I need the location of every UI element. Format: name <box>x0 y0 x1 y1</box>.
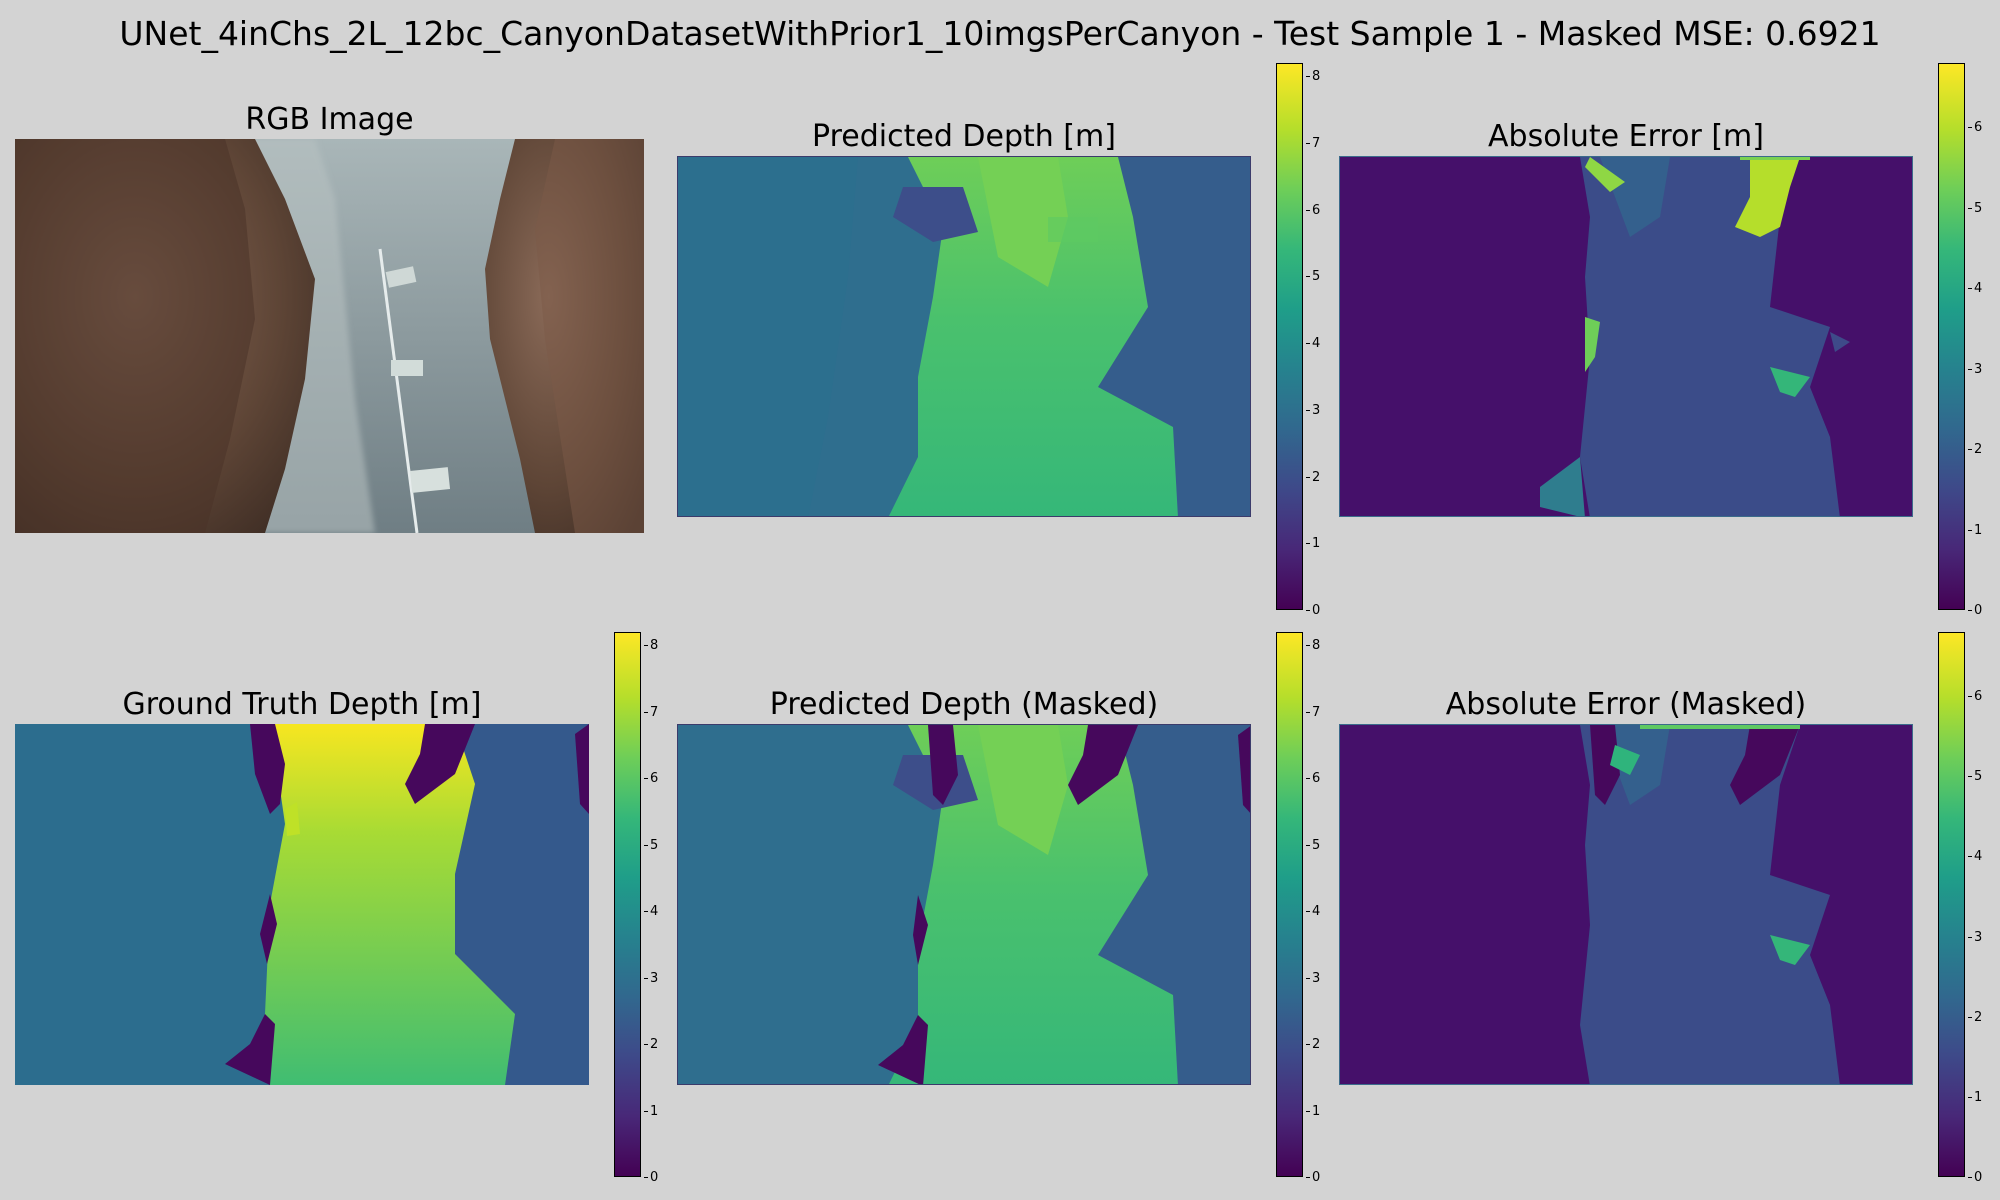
colorbar-tick-label: 2 <box>1967 442 1983 458</box>
colorbar-tick-label: 8 <box>643 638 659 654</box>
colorbar-tick-label: 7 <box>1305 136 1321 152</box>
abs-error-masked-map <box>1339 724 1913 1085</box>
colorbar-tick-label: 2 <box>643 1037 659 1053</box>
colorbar-tick-label: 6 <box>1305 202 1321 218</box>
colorbar-tick-label: 0 <box>1967 1170 1983 1185</box>
colorbar-tick-label: 0 <box>1305 603 1321 618</box>
measuring-tape <box>378 248 419 533</box>
gt-depth-map <box>15 724 589 1085</box>
pred-depth-map <box>677 156 1251 517</box>
colorbar-tick-label: 5 <box>643 837 659 853</box>
abs-error-map <box>1339 156 1913 517</box>
rgb-image <box>15 139 644 533</box>
colorbar-tick-label: 4 <box>643 904 659 920</box>
colorbar-tick-label: 7 <box>1305 704 1321 720</box>
colorbar-tick-label: 5 <box>1967 200 1983 216</box>
abs-error-masked-title: Absolute Error (Masked) <box>1445 687 1807 722</box>
colorbar-tick-label: 5 <box>1305 269 1321 285</box>
colorbar-tick-label: 1 <box>1305 536 1321 552</box>
pred-depth-masked-title: Predicted Depth (Masked) <box>769 687 1159 722</box>
colorbar-tick-label: 5 <box>1967 769 1983 785</box>
colorbar-tick-label: 4 <box>1967 849 1983 865</box>
abs-error-title: Absolute Error [m] <box>1488 119 1764 154</box>
abs-error-colorbar <box>1938 63 1965 610</box>
colorbar-tick-label: 1 <box>643 1103 659 1119</box>
gt-depth-title: Ground Truth Depth [m] <box>122 687 482 722</box>
gt-depth-colorbar <box>614 632 641 1177</box>
colorbar-tick-label: 0 <box>643 1170 659 1185</box>
colorbar-tick-label: 3 <box>1305 402 1321 418</box>
colorbar-tick-label: 1 <box>1967 1089 1983 1105</box>
colorbar-tick-label: 4 <box>1967 281 1983 297</box>
colorbar-tick-label: 5 <box>1305 837 1321 853</box>
pred-depth-colorbar <box>1276 63 1303 610</box>
colorbar-tick-label: 2 <box>1305 469 1321 485</box>
colorbar-tick-label: 1 <box>1305 1103 1321 1119</box>
colorbar-tick-label: 3 <box>1305 970 1321 986</box>
colorbar-tick-label: 3 <box>643 970 659 986</box>
pred-depth-title: Predicted Depth [m] <box>812 119 1116 154</box>
colorbar-tick-label: 6 <box>1305 771 1321 787</box>
colorbar-tick-label: 8 <box>1305 69 1321 85</box>
pred-depth-masked-colorbar <box>1276 632 1303 1177</box>
colorbar-tick-label: 7 <box>643 704 659 720</box>
colorbar-tick-label: 0 <box>1305 1170 1321 1185</box>
colorbar-tick-label: 4 <box>1305 336 1321 352</box>
colorbar-tick-label: 2 <box>1967 1009 1983 1025</box>
colorbar-tick-label: 6 <box>643 771 659 787</box>
figure-title: UNet_4inChs_2L_12bc_CanyonDatasetWithPri… <box>119 14 1881 53</box>
colorbar-tick-label: 8 <box>1305 638 1321 654</box>
colorbar-tick-label: 4 <box>1305 904 1321 920</box>
colorbar-tick-label: 2 <box>1305 1037 1321 1053</box>
colorbar-tick-label: 0 <box>1967 603 1983 618</box>
colorbar-tick-label: 3 <box>1967 361 1983 377</box>
colorbar-tick-label: 6 <box>1967 689 1983 705</box>
abs-error-masked-colorbar <box>1938 632 1965 1177</box>
colorbar-tick-label: 1 <box>1967 522 1983 538</box>
rgb-panel-title: RGB Image <box>245 102 414 137</box>
colorbar-tick-label: 3 <box>1967 929 1983 945</box>
colorbar-tick-label: 6 <box>1967 120 1983 136</box>
pred-depth-masked-map <box>677 724 1251 1085</box>
